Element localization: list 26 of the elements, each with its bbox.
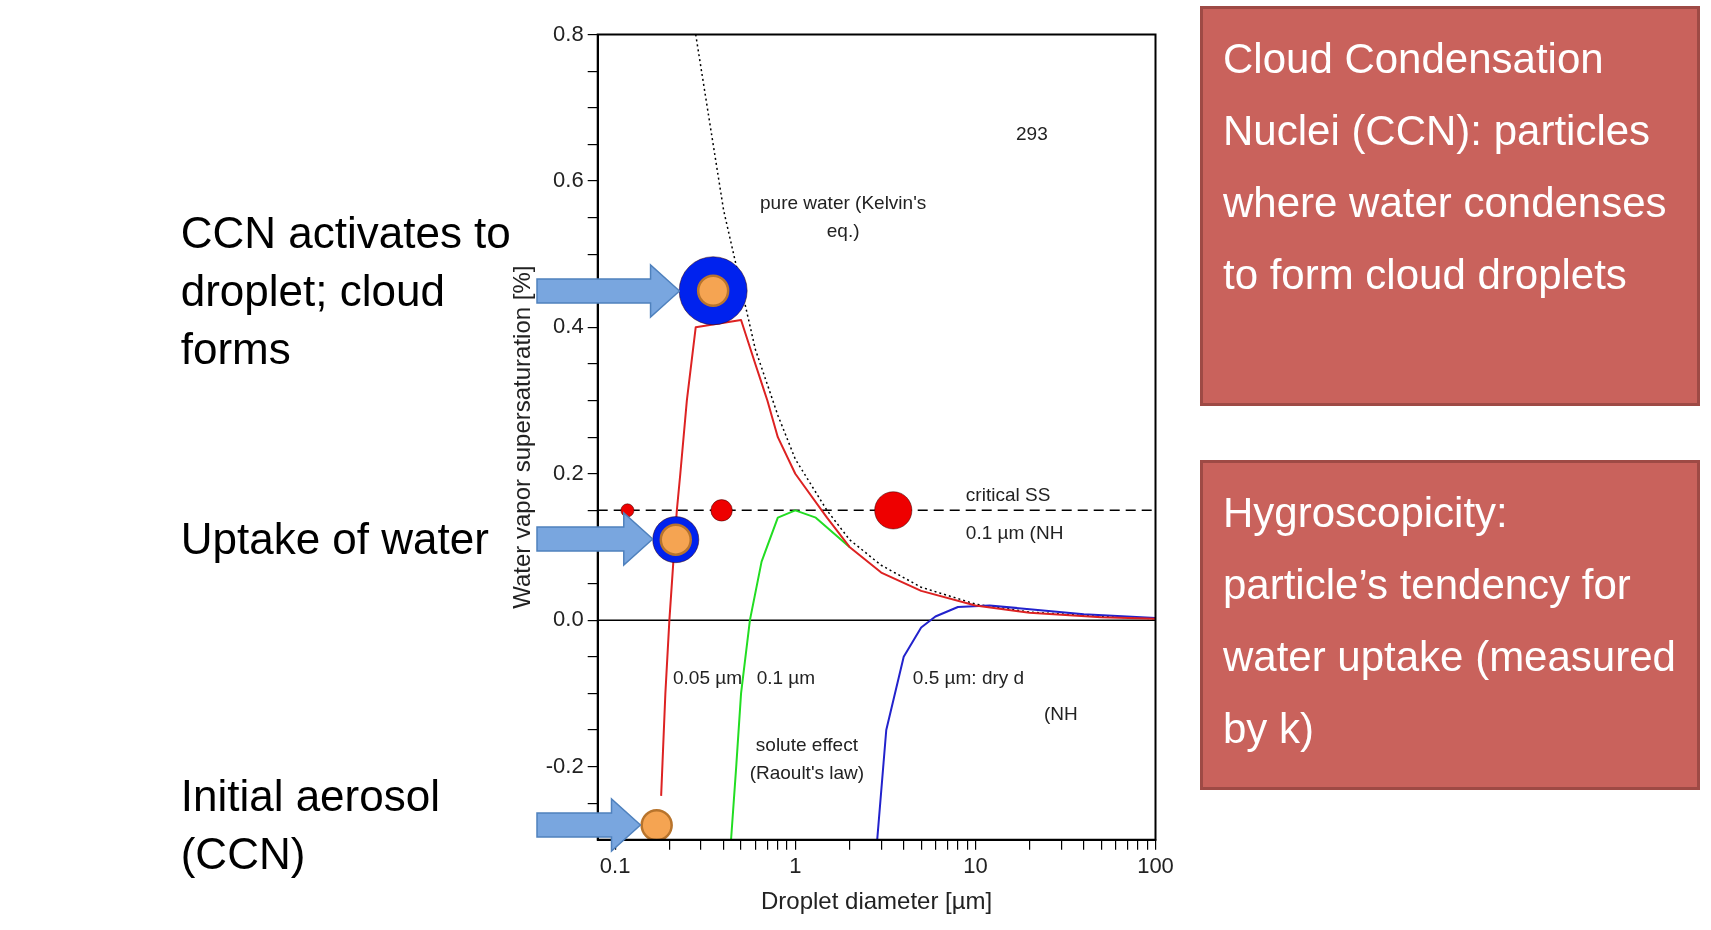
- annotation: 0.1 µm: [756, 666, 816, 688]
- x-axis-title: Droplet diameter [µm]: [760, 887, 993, 915]
- y-tick-label: 0.4: [553, 313, 584, 339]
- annotation: 0.1 µm (NH: [965, 522, 1064, 544]
- x-tick-label: 1: [789, 853, 802, 879]
- y-tick-label: 0.8: [553, 20, 584, 46]
- annotation: solute effect (Raoult's law): [749, 733, 865, 783]
- annotation: pure water (Kelvin's eq.): [760, 192, 927, 242]
- annotation: 0.5 µm: dry d: [912, 666, 1025, 688]
- y-tick-label: 0.2: [553, 459, 584, 485]
- y-tick-label: 0.6: [553, 166, 584, 192]
- x-tick-label: 0.1: [599, 853, 631, 879]
- x-tick-label: 100: [1137, 853, 1174, 879]
- text: Uptake of water: [180, 514, 489, 564]
- annotation: critical SS: [965, 484, 1051, 506]
- x-tick-label: 10: [963, 853, 988, 879]
- annotation: 0.05 µm: [673, 666, 743, 688]
- y-tick-label: 0.0: [553, 606, 584, 632]
- text: Cloud Condensation Nuclei (CCN): particles where water condenses to form cloud droplets: [1200, 6, 1700, 406]
- text: CCN activates to droplet; cloud forms: [180, 207, 511, 373]
- text: Hygroscopicity: particle’s tendency for water uptake (measured by k): [1200, 460, 1700, 790]
- y-axis-title: Water vapor supersaturation [%]: [508, 265, 536, 609]
- annotation: 293: [1016, 123, 1048, 145]
- text: Initial aerosol (CCN): [180, 770, 441, 881]
- annotation: (NH: [1043, 703, 1078, 725]
- y-tick-label: -0.2: [545, 752, 584, 778]
